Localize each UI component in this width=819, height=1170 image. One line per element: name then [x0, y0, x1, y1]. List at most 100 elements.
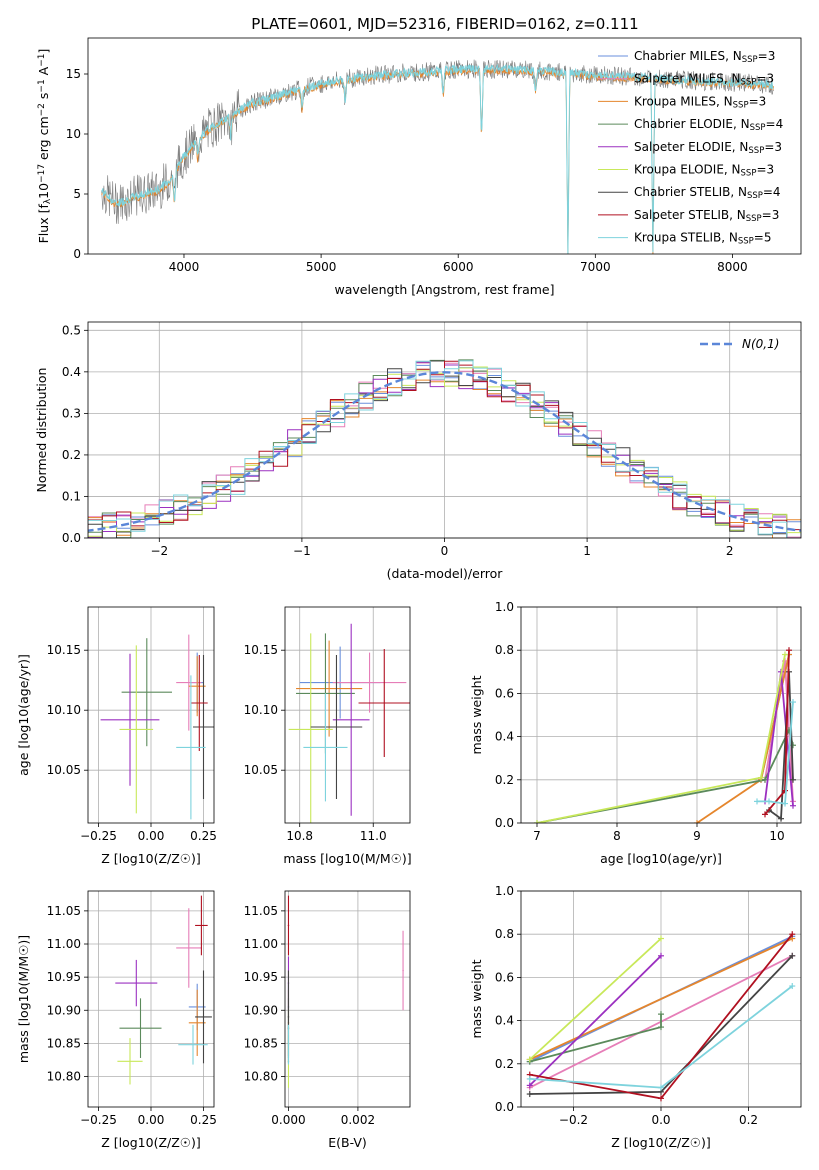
legend-model-name: Kroupa MILES, N [634, 94, 733, 108]
observed-spectrum [101, 59, 774, 254]
x-tick-label: 10 [769, 829, 784, 843]
x-axis-label: (data-model)/error [387, 566, 504, 581]
x-tick-label: −2 [150, 544, 168, 558]
x-tick-label: 8 [613, 829, 621, 843]
y-tick-label: 0.2 [495, 1057, 514, 1071]
legend-entry: Kroupa MILES, NSSP=3 [634, 94, 766, 110]
legend-subscript: SSP [742, 55, 758, 65]
legend-model-name: Chabrier STELIB, N [634, 185, 747, 199]
y-tick-label: 10.15 [244, 643, 278, 657]
y-axis-label-part: 10 [36, 183, 51, 199]
x-tick-label: 6000 [443, 260, 474, 274]
x-tick-label: −0.25 [80, 829, 117, 843]
y-tick-label: 0.8 [495, 927, 514, 941]
y-tick-label: 0.0 [62, 531, 81, 545]
legend-nssp: =3 [756, 163, 774, 177]
legend-subscript: SSP [750, 123, 766, 133]
legend-entry: Chabrier STELIB, NSSP=4 [634, 185, 781, 201]
x-tick-label: 0.2 [739, 1113, 758, 1127]
y-axis-label-part: erg cm [36, 116, 51, 164]
legend-entry: Salpeter MILES, NSSP=3 [634, 72, 774, 88]
legend-subscript: SSP [746, 214, 762, 224]
legend-entry: Salpeter ELODIE, NSSP=3 [634, 140, 782, 156]
legend-model-name: Salpeter STELIB, N [634, 208, 746, 222]
y-axis-label-part: −1 [37, 79, 47, 92]
figure-title: PLATE=0601, MJD=52316, FIBERID=0162, z=0… [251, 15, 638, 33]
legend-entry: Salpeter STELIB, NSSP=3 [634, 208, 779, 224]
y-tick-label: 5 [73, 187, 81, 201]
legend-entry: Kroupa STELIB, NSSP=5 [634, 231, 772, 247]
y-tick-label: 10.05 [47, 763, 81, 777]
y-tick-label: 11.00 [244, 937, 278, 951]
y-tick-label: 0.0 [495, 1100, 514, 1114]
y-tick-label: 10.80 [47, 1070, 81, 1084]
weight-series [529, 937, 662, 1061]
y-tick-label: 10.95 [47, 970, 81, 984]
y-tick-label: 10.15 [47, 643, 81, 657]
x-tick-label: 11.0 [360, 829, 387, 843]
weight-series [696, 654, 790, 823]
spectrum-panel: 4000 5000 6000 7000 8000 0 5 10 15 wavelength [An… [36, 37, 802, 297]
y-tick-label: 11.00 [47, 937, 81, 951]
legend-subscript: SSP [747, 191, 763, 201]
legend-subscript: SSP [741, 169, 757, 179]
y-axis-label-part: A [36, 66, 51, 79]
y-tick-label: 0.8 [495, 643, 514, 657]
x-axis-label: Z [log10(Z/Z☉)] [101, 1135, 201, 1150]
age-vs-metallicity-panel: −0.25 0.00 0.25 10.05 10.10 10.15 Z [log10(Z/Z… [16, 606, 217, 866]
x-tick-label: −1 [293, 544, 311, 558]
y-tick-label: 0 [73, 247, 81, 261]
legend-nssp: =3 [762, 208, 780, 222]
x-axis-label: age [log10(age/yr)] [600, 851, 722, 866]
legend-nssp: =4 [763, 185, 781, 199]
weight-vs-age-panel: 7 8 9 10 0.0 0.2 0.4 0.6 0.8 1.0 age [log10(age/yr… [469, 600, 802, 866]
y-tick-label: 10.95 [244, 970, 278, 984]
weight-series [536, 727, 794, 823]
x-tick-label: 0.002 [341, 1113, 375, 1127]
age-vs-mass-panel: 10.8 11.0 10.05 10.10 10.15 mass [log10(M/M☉)… [244, 606, 412, 866]
y-tick-label: 10.80 [244, 1070, 278, 1084]
model-spectrum [101, 63, 774, 254]
legend-entry: Chabrier ELODIE, NSSP=4 [634, 117, 783, 133]
legend-model-name: Chabrier ELODIE, N [634, 117, 750, 131]
y-tick-label: 0.6 [495, 970, 514, 984]
legend-nssp: =3 [758, 49, 776, 63]
y-axis-label: age [log10(age/yr)] [16, 654, 31, 776]
x-axis-label: mass [log10(M/M☉)] [283, 851, 411, 866]
y-tick-label: 0.2 [62, 448, 81, 462]
legend-entry: Kroupa ELODIE, NSSP=3 [634, 163, 774, 179]
mass-vs-metallicity-panel: −0.25 0.00 0.25 10.80 10.85 10.90 10.95 11.00 11… [16, 890, 217, 1150]
weight-series [757, 701, 794, 805]
x-tick-label: −0.2 [559, 1113, 588, 1127]
legend-model-name: Kroupa ELODIE, N [634, 163, 741, 177]
x-tick-label: 0.000 [271, 1113, 305, 1127]
x-tick-label: 0.0 [651, 1113, 670, 1127]
y-tick-label: 10.90 [47, 1003, 81, 1017]
x-tick-label: 0 [441, 544, 449, 558]
legend-nssp: =3 [749, 94, 767, 108]
y-tick-label: 10.85 [244, 1036, 278, 1050]
y-tick-label: 10 [66, 127, 81, 141]
y-tick-label: 0.1 [62, 489, 81, 503]
axes-frame [87, 321, 802, 539]
legend-model-name: Salpeter MILES, N [634, 72, 741, 86]
x-tick-label: 1 [583, 544, 591, 558]
legend-model-name: Kroupa STELIB, N [634, 231, 738, 245]
x-tick-label: 9 [693, 829, 701, 843]
y-tick-label: 0.4 [495, 1014, 514, 1028]
x-tick-label: 0.25 [190, 829, 217, 843]
x-tick-label: 2 [726, 544, 734, 558]
y-tick-label: 0.4 [62, 365, 81, 379]
y-tick-label: 1.0 [495, 884, 514, 898]
y-tick-label: 0.0 [495, 816, 514, 830]
x-tick-label: 10.8 [286, 829, 313, 843]
legend-subscript: SSP [738, 237, 754, 247]
y-tick-label: 10.10 [47, 703, 81, 717]
y-tick-label: 0.3 [62, 406, 81, 420]
y-tick-label: 10.05 [244, 763, 278, 777]
y-tick-label: 0.4 [495, 730, 514, 744]
x-tick-label: 8000 [717, 260, 748, 274]
axes-frame [87, 606, 215, 824]
x-tick-label: 0.00 [138, 829, 165, 843]
